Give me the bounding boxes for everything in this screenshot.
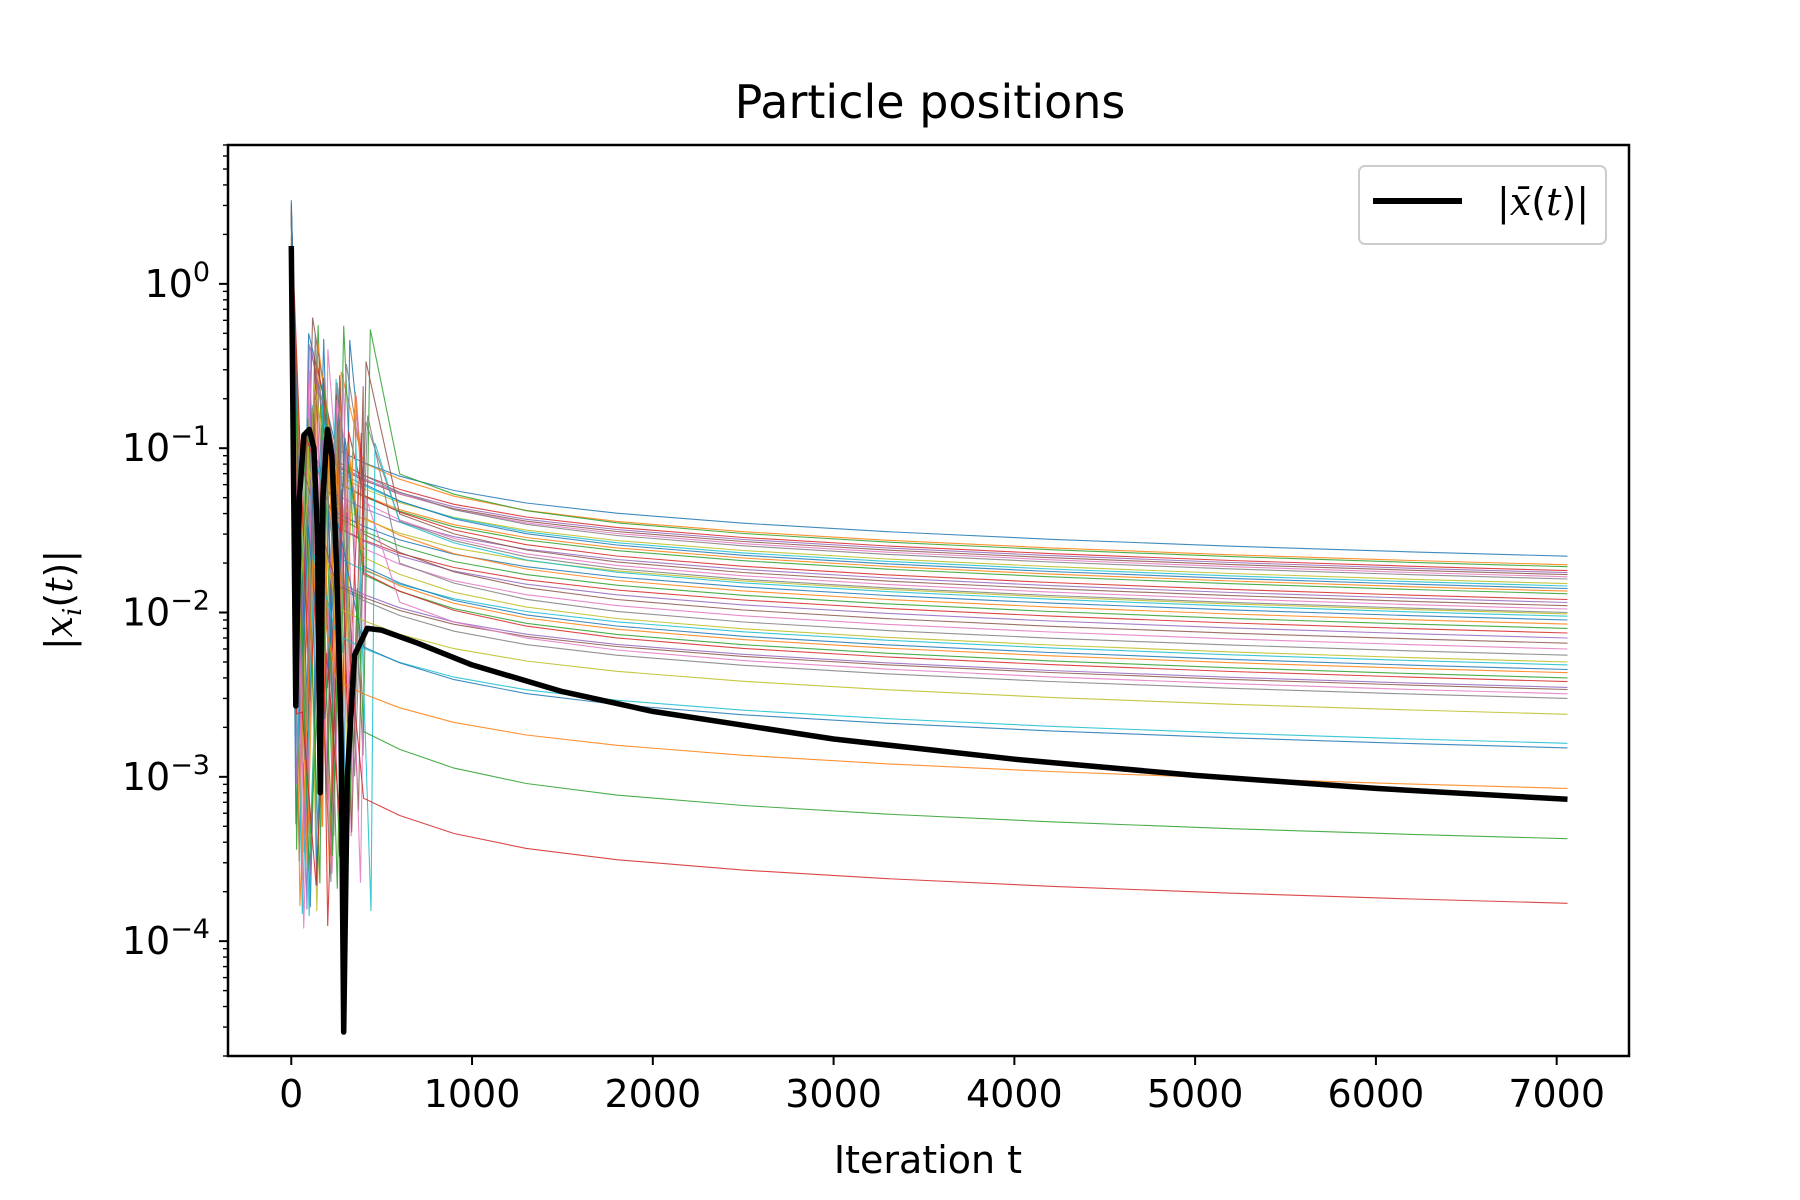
x-tick-label: 6000 xyxy=(1328,1072,1425,1116)
particle-series-group xyxy=(290,200,1568,929)
legend-box xyxy=(1358,165,1607,245)
legend: |x̄(t)| xyxy=(1358,165,1607,245)
chart-title: Particle positions xyxy=(735,75,1126,129)
y-axis: 100 10−1 10−2 10−3 10−4 xyxy=(122,144,228,1057)
x-tick-label: 7000 xyxy=(1508,1072,1605,1116)
particle-line-1 xyxy=(290,218,1568,855)
particle-line-6 xyxy=(290,242,1568,828)
x-axis-label: Iteration t xyxy=(834,1138,1022,1182)
y-axis-label: |xi(t)| xyxy=(37,550,88,650)
particle-line-32 xyxy=(290,213,1568,889)
x-tick-label: 1000 xyxy=(424,1072,521,1116)
particle-line-22 xyxy=(290,308,1568,727)
particle-line-43 xyxy=(290,248,1568,904)
legend-label-mean: |x̄(t)| xyxy=(1497,180,1589,225)
particle-line-16 xyxy=(290,219,1568,837)
particle-line-17 xyxy=(290,237,1568,800)
particle-line-0 xyxy=(290,333,1568,862)
y-tick-label: 10−1 xyxy=(122,421,210,470)
mean-series-group xyxy=(288,245,1568,1035)
particle-line-36 xyxy=(290,247,1568,883)
y-tick-label: 100 xyxy=(144,257,210,306)
particle-line-25 xyxy=(290,209,1568,833)
particle-line-11 xyxy=(290,245,1568,715)
particle-line-18 xyxy=(290,274,1568,732)
y-tick-label: 10−4 xyxy=(122,914,210,963)
plot-frame xyxy=(226,143,1631,1058)
svg-text:|xi(t)|: |xi(t)| xyxy=(37,550,88,650)
particle-line-34 xyxy=(290,202,1568,785)
particle-line-42 xyxy=(290,244,1568,896)
particle-line-33 xyxy=(290,215,1568,927)
mean-abs-line xyxy=(288,245,1568,1035)
particle-line-15 xyxy=(290,209,1568,811)
x-axis: 0 1000 2000 3000 4000 5000 6000 7000 xyxy=(279,1056,1605,1116)
particle-line-28 xyxy=(290,208,1568,912)
particle-line-14 xyxy=(290,322,1568,910)
x-tick-label: 4000 xyxy=(966,1072,1063,1116)
particle-line-39 xyxy=(290,352,1568,915)
particle-line-37 xyxy=(290,220,1568,760)
x-tick-label: 3000 xyxy=(785,1072,882,1116)
x-tick-label: 5000 xyxy=(1147,1072,1244,1116)
particle-line-30 xyxy=(290,302,1568,886)
particle-line-4 xyxy=(290,220,1568,812)
particle-line-38 xyxy=(290,295,1568,715)
x-tick-label: 0 xyxy=(279,1072,303,1116)
x-tick-label: 2000 xyxy=(604,1072,701,1116)
particle-line-29 xyxy=(290,205,1568,666)
y-tick-label: 10−3 xyxy=(122,750,210,799)
y-tick-label: 10−2 xyxy=(122,586,210,635)
